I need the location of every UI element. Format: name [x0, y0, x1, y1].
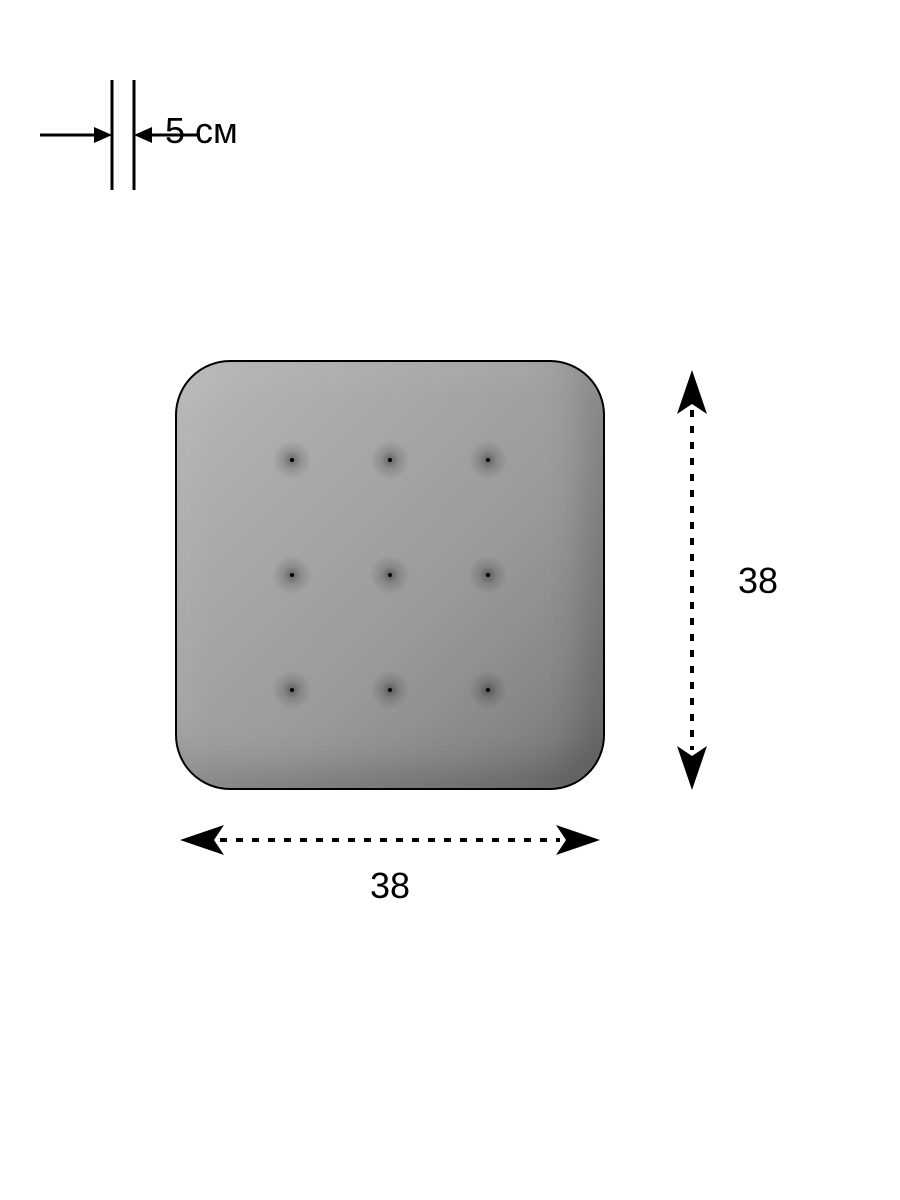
cushion	[175, 360, 605, 790]
thickness-label: 5 см	[165, 110, 238, 152]
tuft-dot	[272, 670, 312, 710]
height-label: 38	[738, 560, 778, 602]
thickness-indicator: 5 см	[30, 60, 210, 200]
dimension-vertical: 38	[670, 370, 790, 790]
tuft-dot	[272, 440, 312, 480]
tuft-dot	[370, 670, 410, 710]
tuft-dot	[468, 555, 508, 595]
dimension-horizontal: 38	[180, 810, 600, 930]
tuft-dot	[468, 670, 508, 710]
tuft-dot	[468, 440, 508, 480]
tuft-dot	[370, 440, 410, 480]
tuft-dot	[370, 555, 410, 595]
cushion-container	[175, 360, 605, 790]
tuft-dot	[272, 555, 312, 595]
width-label: 38	[370, 865, 410, 907]
